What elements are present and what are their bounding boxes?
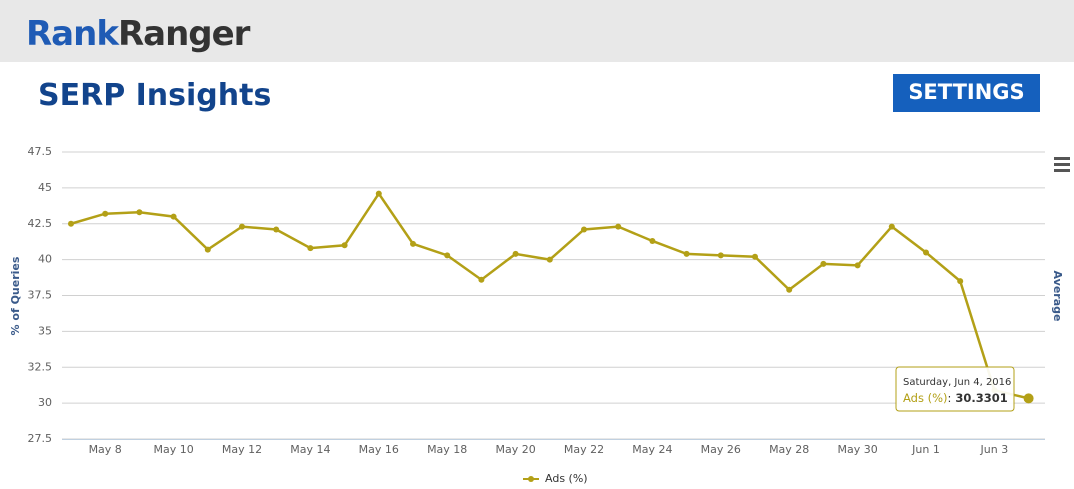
- y-axis-label: % of Queries: [9, 256, 22, 335]
- tooltip-date: Saturday, Jun 4, 2016: [903, 377, 1011, 388]
- data-point: [307, 245, 314, 252]
- data-point: [581, 226, 587, 233]
- legend-label: Ads (%): [545, 472, 588, 485]
- settings-button[interactable]: SETTINGS: [893, 74, 1040, 112]
- x-tick-label: May 30: [837, 443, 877, 456]
- data-point: [102, 210, 109, 217]
- data-point: [375, 190, 382, 197]
- y-tick-label: 30: [38, 396, 52, 409]
- tooltip: Saturday, Jun 4, 2016 Ads (%): 30.3301: [895, 366, 1015, 412]
- tooltip-part: Ads (%): [903, 391, 948, 405]
- data-point: [1023, 393, 1034, 404]
- data-point: [752, 253, 758, 260]
- tooltip-part: :: [948, 391, 952, 405]
- x-tick-label: Jun 1: [911, 443, 940, 456]
- data-point: [444, 252, 451, 259]
- data-point: [649, 237, 656, 244]
- menu-icon[interactable]: [1054, 157, 1070, 172]
- data-point: [512, 250, 519, 257]
- logo-part: Rank: [26, 14, 119, 54]
- data-point: [683, 250, 690, 257]
- y-tick-label: 40: [38, 253, 52, 266]
- data-point: [854, 262, 861, 269]
- data-point: [546, 256, 553, 263]
- x-tick-label: May 12: [222, 443, 262, 456]
- y-tick-label: 47.5: [28, 145, 53, 158]
- y2-axis-label: Average: [1051, 271, 1064, 322]
- x-tick-label: May 28: [769, 443, 809, 456]
- x-tick-label: May 14: [290, 443, 330, 456]
- data-point: [341, 242, 348, 249]
- x-tick-label: May 24: [632, 443, 672, 456]
- page-title: SERP Insights: [38, 78, 272, 113]
- legend-symbol: [528, 476, 534, 482]
- tooltip-part: 30.3301: [955, 391, 1007, 405]
- x-tick-label: May 16: [359, 443, 399, 456]
- logo[interactable]: RankRanger: [26, 14, 250, 54]
- data-point: [136, 209, 143, 216]
- data-point: [68, 220, 74, 227]
- data-point: [820, 260, 827, 267]
- data-point: [888, 223, 895, 230]
- x-tick-label: May 18: [427, 443, 467, 456]
- data-point: [410, 240, 416, 247]
- x-tick-label: Jun 3: [980, 443, 1009, 456]
- data-point: [615, 223, 622, 230]
- data-point: [957, 278, 964, 285]
- data-point: [786, 286, 793, 293]
- data-point: [239, 223, 245, 230]
- y-tick-label: 42.5: [28, 217, 53, 230]
- logo-part: Ranger: [117, 14, 250, 54]
- x-tick-label: May 10: [153, 443, 193, 456]
- data-point: [923, 249, 929, 256]
- data-point: [170, 213, 177, 220]
- y-tick-label: 45: [38, 181, 52, 194]
- tooltip-box: [895, 366, 1015, 412]
- y-tick-label: 37.5: [28, 289, 53, 302]
- data-point: [204, 246, 211, 253]
- header: RankRanger: [0, 0, 1074, 62]
- y-tick-label: 35: [38, 324, 52, 337]
- data-point: [717, 252, 724, 259]
- data-point: [273, 226, 280, 233]
- y-tick-label: 32.5: [28, 360, 53, 373]
- x-tick-label: May 22: [564, 443, 604, 456]
- tooltip-text: Ads (%): 30.3301: [903, 391, 1008, 405]
- data-point: [478, 276, 485, 283]
- x-tick-label: May 20: [495, 443, 535, 456]
- x-tick-label: May 8: [89, 443, 122, 456]
- y-tick-label: 27.5: [28, 432, 53, 445]
- x-tick-label: May 26: [701, 443, 741, 456]
